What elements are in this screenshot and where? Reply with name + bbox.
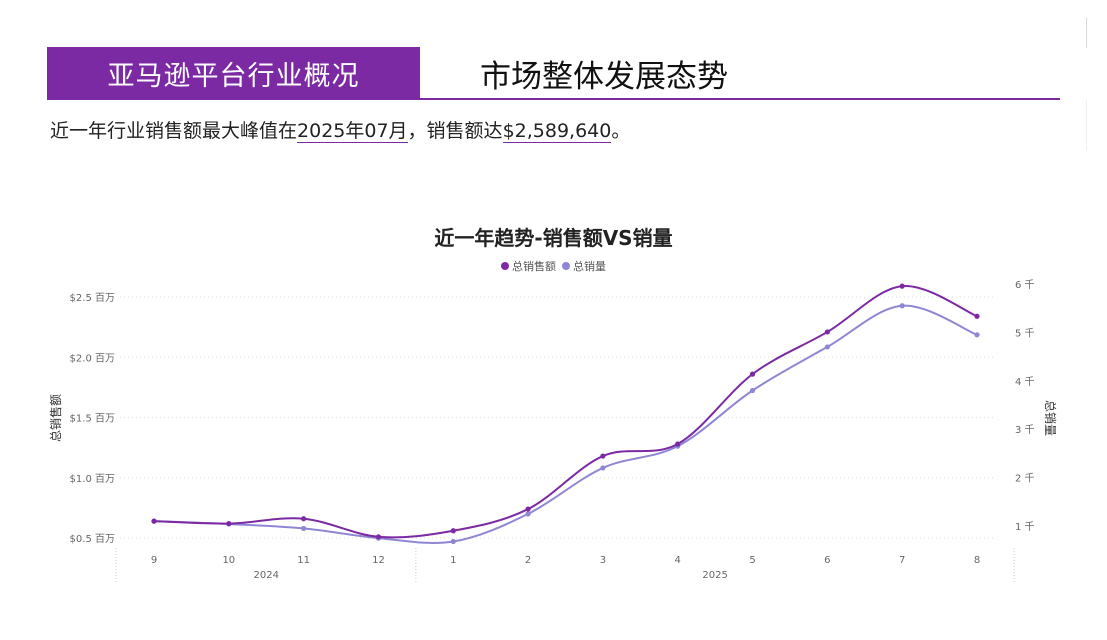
page-title-text: 市场整体发展态势 — [480, 58, 728, 95]
x-tick-label: 12 — [372, 555, 385, 566]
header-divider — [47, 98, 1060, 100]
data-point-sales — [974, 313, 980, 319]
legend-item-volume[interactable]: 总销量 — [562, 258, 606, 274]
data-point-volume — [301, 525, 307, 532]
y-left-tick-label: $1.5 百万 — [70, 413, 115, 425]
chart-title: 近一年趋势-销售额VS销量 — [434, 226, 673, 250]
x-tick-label: 5 — [749, 555, 755, 566]
x-tick-label: 7 — [899, 555, 905, 566]
y-left-tick-label: $2.5 百万 — [70, 292, 115, 304]
legend-item-sales[interactable]: 总销售额 — [501, 258, 556, 274]
data-point-volume — [749, 387, 756, 394]
summary-peak-month: 2025年07月 — [297, 120, 408, 143]
data-point-volume — [450, 538, 456, 545]
data-point-volume — [899, 303, 905, 309]
data-point-sales — [525, 506, 531, 512]
header-tab-label: 亚马逊平台行业概况 — [107, 60, 360, 92]
legend-dot-sales — [501, 262, 509, 270]
y-right-tick-label: 3 千 — [1015, 424, 1035, 436]
summary-middle: ，销售额达 — [407, 120, 503, 142]
summary-prefix: 近一年行业销售额最大峰值在 — [50, 120, 298, 142]
legend-label-volume: 总销量 — [573, 260, 606, 273]
y-left-tick-label: $1.0 百万 — [70, 473, 115, 485]
data-point-sales — [899, 283, 905, 289]
x-tick-label: 4 — [675, 555, 681, 566]
summary-text: 近一年行业销售额最大峰值在2025年07月，销售额达$2,589,640。 — [50, 116, 630, 143]
summary-suffix: 。 — [611, 120, 631, 142]
data-point-sales — [675, 441, 681, 447]
data-point-volume — [600, 465, 606, 471]
y-right-tick-label: 6 千 — [1015, 279, 1035, 291]
y-right-tick-label: 4 千 — [1015, 376, 1035, 388]
data-point-volume — [525, 511, 531, 517]
data-point-sales — [749, 371, 756, 377]
x-tick-label: 1 — [450, 555, 456, 566]
data-point-sales — [600, 453, 606, 459]
data-point-sales — [151, 518, 157, 524]
x-tick-label: 8 — [974, 555, 980, 566]
y-right-tick-label: 1 千 — [1015, 521, 1035, 533]
series-line-sales — [153, 285, 978, 539]
x-tick-label: 10 — [222, 555, 235, 566]
data-point-sales — [226, 520, 232, 527]
data-point-volume — [974, 332, 980, 338]
y-left-tick-label: $2.0 百万 — [70, 352, 115, 364]
data-point-sales — [375, 534, 382, 540]
x-tick-label: 2 — [525, 555, 531, 566]
series-line-volume — [153, 304, 978, 544]
data-point-sales — [824, 329, 830, 335]
edge-shadow — [1086, 100, 1087, 150]
legend-dot-volume — [562, 262, 570, 270]
page-title: 市场整体发展态势 — [480, 50, 728, 96]
data-point-volume — [824, 344, 830, 350]
x-tick-label: 6 — [824, 555, 830, 566]
data-point-sales — [301, 516, 307, 522]
header-tab: 亚马逊平台行业概况 — [47, 47, 420, 99]
y-left-axis-title: 总销售额 — [48, 394, 63, 442]
x-tick-label: 11 — [297, 555, 310, 566]
x-group-label: 2025 — [702, 570, 727, 581]
y-right-tick-label: 2 千 — [1015, 473, 1035, 485]
edge-divider — [1086, 18, 1087, 48]
x-tick-label: 9 — [151, 555, 157, 566]
y-right-axis-title: 总销量 — [1043, 400, 1057, 436]
x-tick-label: 3 — [600, 555, 606, 566]
chart-legend: 总销售额 总销量 — [0, 258, 1107, 274]
y-left-tick-label: $0.5 百万 — [70, 533, 115, 545]
x-group-label: 2024 — [254, 570, 279, 581]
data-point-sales — [450, 528, 456, 534]
y-right-tick-label: 5 千 — [1015, 327, 1035, 339]
summary-peak-value: $2,589,640 — [502, 120, 612, 143]
legend-label-sales: 总销售额 — [512, 260, 556, 273]
